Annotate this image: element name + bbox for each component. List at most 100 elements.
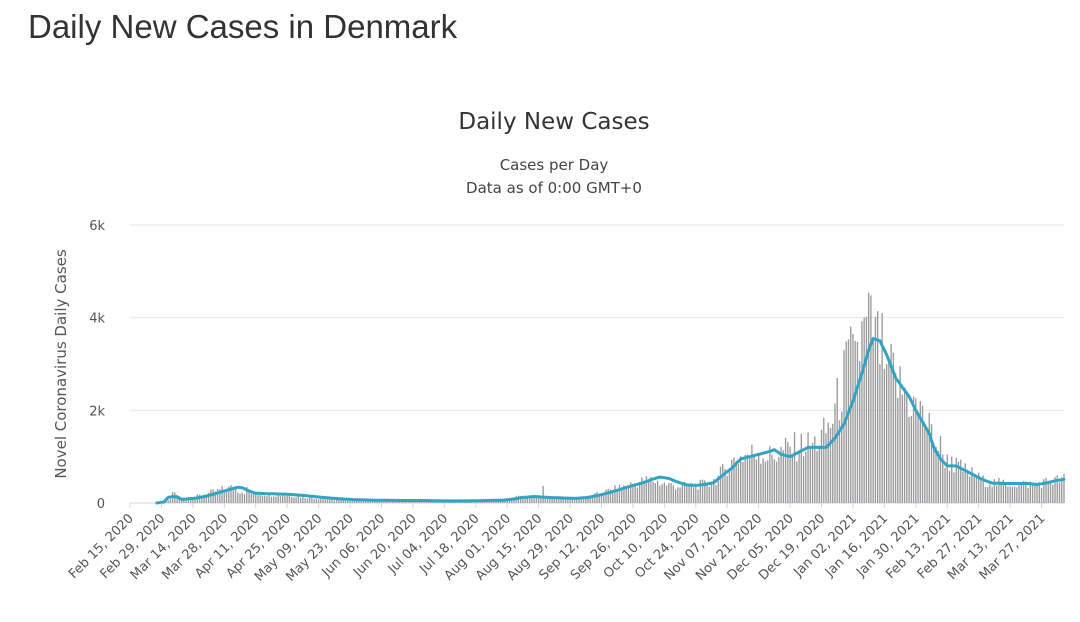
bar <box>850 326 852 503</box>
bar <box>192 498 194 503</box>
bar <box>378 500 380 503</box>
bar <box>980 479 982 503</box>
bar <box>230 485 232 503</box>
bar <box>290 496 293 503</box>
bar <box>735 461 737 503</box>
bar <box>398 501 401 503</box>
chart-subtitle: Cases per Day <box>500 156 609 174</box>
bar <box>549 496 551 503</box>
bar <box>248 492 250 503</box>
bar <box>470 501 472 503</box>
bar <box>223 489 225 503</box>
bar <box>771 454 773 503</box>
bar <box>984 486 987 503</box>
bar <box>389 501 392 503</box>
moving-average-line <box>155 337 1066 505</box>
bar <box>558 498 560 503</box>
bar <box>872 340 874 503</box>
bar <box>625 486 627 503</box>
bar <box>612 491 614 503</box>
bar <box>679 487 681 503</box>
bar <box>353 500 356 503</box>
bar <box>948 470 951 503</box>
bar <box>652 481 654 503</box>
bar <box>993 479 996 503</box>
bar <box>944 467 946 503</box>
bar <box>333 500 335 503</box>
bar <box>717 475 719 503</box>
bar <box>591 496 594 503</box>
bar-series <box>158 292 1065 503</box>
bar <box>562 499 564 503</box>
bar <box>362 500 365 503</box>
bar <box>998 477 1000 503</box>
bar <box>183 500 185 503</box>
bar <box>645 476 648 503</box>
bar <box>1000 481 1002 503</box>
bar <box>670 483 672 503</box>
bar <box>187 498 190 503</box>
page-title: Daily New Cases in Denmark <box>28 8 458 45</box>
bar <box>921 405 924 503</box>
bar <box>787 442 789 503</box>
bar <box>281 495 284 503</box>
bar <box>672 485 675 503</box>
bar <box>1034 482 1036 503</box>
bar <box>986 487 989 503</box>
bar <box>383 501 385 503</box>
bar <box>266 496 268 503</box>
bar <box>809 446 811 503</box>
bar <box>295 497 297 503</box>
y-tick-label: 4k <box>89 312 105 327</box>
bar <box>818 445 820 503</box>
bar <box>255 493 257 503</box>
bar <box>854 340 856 503</box>
bar <box>742 461 744 503</box>
bar <box>733 457 735 503</box>
bar <box>764 461 767 503</box>
bar <box>250 493 252 503</box>
bar <box>347 500 349 503</box>
bar <box>495 500 497 503</box>
bar <box>668 483 670 503</box>
bar <box>338 499 340 503</box>
bar <box>252 491 255 503</box>
bar <box>246 486 248 503</box>
bar <box>912 396 915 503</box>
bar <box>203 494 205 503</box>
bar <box>418 501 421 503</box>
bar <box>726 475 728 503</box>
bar <box>376 501 378 503</box>
bar <box>1061 477 1063 503</box>
bar <box>695 483 697 503</box>
bar <box>962 471 964 503</box>
bar <box>205 495 208 503</box>
bar <box>832 423 834 503</box>
bar <box>802 456 805 503</box>
bar <box>663 482 666 503</box>
bar <box>847 339 850 503</box>
bar <box>751 444 753 503</box>
bar <box>919 400 921 503</box>
bar <box>578 497 580 503</box>
bar <box>892 352 895 503</box>
bar <box>773 459 776 503</box>
y-axis-title: Novel Coronavirus Daily Cases <box>52 249 70 479</box>
bar <box>989 484 991 503</box>
bar <box>677 487 679 503</box>
bar <box>807 432 809 503</box>
bar <box>1040 488 1043 503</box>
bar <box>753 454 755 503</box>
bar <box>731 459 733 503</box>
bar <box>241 492 243 503</box>
bar <box>1038 482 1040 503</box>
bar <box>814 436 816 503</box>
bar <box>1043 479 1045 503</box>
bar <box>499 500 502 503</box>
bar <box>326 499 329 503</box>
bar <box>656 480 659 503</box>
bar <box>360 501 362 503</box>
bar <box>908 416 910 503</box>
bar <box>665 485 668 503</box>
